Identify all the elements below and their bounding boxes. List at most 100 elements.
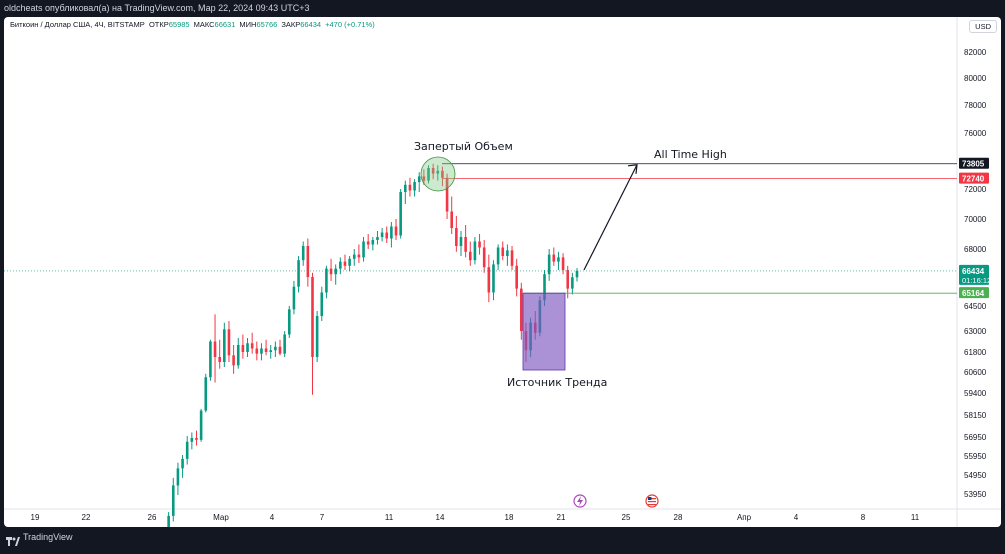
high-label: МАКС [193, 20, 215, 29]
time-tick-label: 18 [505, 513, 514, 522]
candle-body [209, 341, 212, 378]
candle-body [362, 241, 365, 258]
candle-body [213, 341, 217, 357]
candle-body [352, 254, 356, 259]
time-tick-label: 19 [31, 513, 40, 522]
candle-body [376, 237, 379, 240]
candle-body [543, 274, 546, 301]
candle-body [422, 176, 426, 181]
close-label: ЗАКР [281, 20, 301, 29]
candle-body [520, 288, 523, 331]
low-value: 65766 [256, 20, 278, 29]
candle-body [561, 257, 565, 270]
candle-body [571, 277, 574, 289]
candle-body [181, 458, 184, 469]
ath-price-badge: 73805 [962, 160, 985, 169]
candle-body [417, 176, 421, 182]
time-tick-label: 4 [270, 513, 275, 522]
time-tick-label: 14 [436, 513, 445, 522]
candle-body [227, 329, 231, 356]
price-tick-label: 80000 [964, 74, 987, 83]
candle-body [450, 211, 454, 228]
candle-body [441, 170, 444, 178]
price-tick-label: 53950 [964, 490, 987, 499]
candle-body [459, 237, 463, 246]
candle-body [468, 251, 472, 261]
candle-body [343, 261, 347, 266]
time-tick-label: Мар [213, 513, 229, 522]
resistance-price-badge: 72740 [962, 175, 985, 184]
candle-body [510, 250, 514, 266]
candle-body [176, 468, 180, 486]
candle-body [246, 343, 249, 352]
lightning-glyph-icon [577, 496, 583, 506]
candle-body [250, 343, 254, 349]
price-tick-label: 60600 [964, 368, 987, 377]
currency-button[interactable]: USD [969, 20, 997, 33]
price-tick-label: 55950 [964, 452, 987, 461]
candle-body [506, 250, 509, 256]
time-tick-label: 22 [82, 513, 91, 522]
candle-body [190, 437, 194, 442]
candle-body [204, 377, 208, 411]
price-tick-label: 70000 [964, 215, 987, 224]
price-tick-label: 68000 [964, 245, 987, 254]
candle-body [492, 264, 495, 293]
candle-body [515, 265, 518, 289]
ath-arrow-head [627, 164, 638, 174]
trend-source-label: Источник Тренда [507, 376, 607, 389]
price-tick-label: 61800 [964, 348, 987, 357]
price-tick-label: 59400 [964, 389, 987, 398]
candle-body [185, 441, 189, 459]
candle-body [339, 261, 342, 269]
candle-body [566, 270, 570, 289]
candle-body [171, 485, 175, 516]
time-tick-label: 25 [622, 513, 631, 522]
candle-body [297, 260, 300, 287]
candle-body [264, 348, 268, 352]
candle-body [287, 309, 291, 335]
time-tick-label: 8 [861, 513, 866, 522]
candle-body [366, 241, 370, 245]
candle-body [464, 237, 467, 252]
flag-canton [648, 497, 652, 500]
candle-body [371, 240, 375, 245]
candle-body [241, 345, 245, 352]
candle-body [482, 247, 486, 268]
last-price-badge: 66434 [962, 267, 985, 276]
candle-body [575, 270, 579, 278]
candle-body [385, 232, 389, 239]
support-price-badge: 65164 [962, 289, 985, 298]
candle-body [445, 177, 449, 212]
ath-arrow [583, 164, 638, 271]
change-value: +470 (+0.71%) [325, 20, 375, 29]
ath-label: All Time High [654, 148, 727, 161]
candle-body [311, 277, 314, 357]
candle-body [501, 247, 505, 256]
price-chart[interactable]: 8200080000780007600074000720007000068000… [4, 17, 1001, 527]
low-label: МИН [239, 20, 257, 29]
candle-body [315, 316, 319, 357]
close-value: 66434 [300, 20, 322, 29]
candle-body [436, 170, 440, 174]
candle-body [260, 348, 263, 354]
price-tick-label: 76000 [964, 129, 987, 138]
candle-body [473, 241, 477, 261]
candle-body [269, 350, 273, 352]
support-price-badge-bg [959, 287, 989, 299]
price-tick-label: 82000 [964, 48, 987, 57]
time-tick-label: 11 [911, 513, 920, 522]
chart-panel[interactable]: 8200080000780007600074000720007000068000… [4, 17, 1001, 527]
candle-body [552, 254, 556, 262]
candle-body [427, 168, 430, 181]
time-tick-label: Апр [737, 513, 752, 522]
candle-body [408, 184, 412, 191]
candle-body [431, 168, 435, 174]
tradingview-logo-icon [6, 533, 20, 547]
candle-body [394, 226, 398, 236]
candle-body [496, 247, 500, 265]
price-tick-label: 78000 [964, 101, 987, 110]
time-tick-label: 4 [794, 513, 799, 522]
price-tick-label: 56950 [964, 433, 987, 442]
